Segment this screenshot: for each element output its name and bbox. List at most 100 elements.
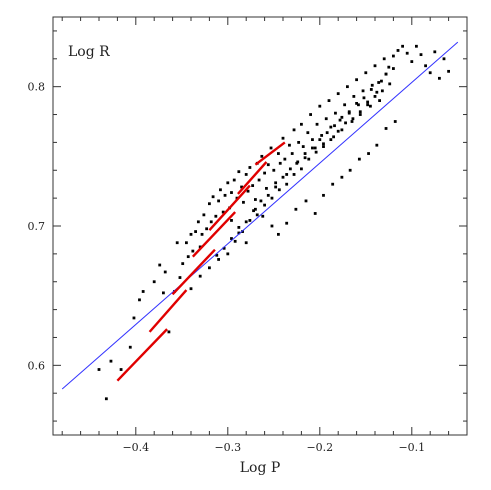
data-point [296, 160, 300, 164]
data-point [244, 220, 248, 224]
data-point [255, 213, 259, 217]
data-point [396, 49, 400, 52]
data-point [248, 166, 252, 169]
data-point [265, 186, 268, 190]
data-point [314, 150, 318, 154]
data-point [278, 161, 282, 165]
data-point [380, 79, 383, 83]
data-point [237, 225, 241, 229]
y-tick-label: 0.8 [28, 81, 46, 94]
data-point [237, 170, 241, 174]
data-point [327, 99, 331, 102]
data-point [428, 71, 432, 75]
data-point [346, 85, 349, 89]
data-point [242, 200, 245, 204]
data-point [340, 175, 344, 179]
data-point [252, 209, 255, 213]
data-point [419, 53, 423, 57]
data-point [232, 178, 236, 182]
data-point [351, 117, 355, 121]
data-point [281, 136, 285, 140]
data-point [285, 221, 289, 225]
data-point [138, 298, 141, 302]
data-point [270, 196, 274, 200]
data-point [384, 72, 388, 76]
data-point [263, 203, 266, 207]
data-point [384, 127, 388, 130]
data-point [352, 95, 356, 98]
data-point [288, 143, 291, 147]
data-point [178, 276, 182, 279]
data-point [189, 232, 193, 236]
data-point [294, 207, 298, 211]
data-point [241, 230, 244, 233]
data-point [266, 163, 270, 167]
data-point [320, 134, 324, 137]
data-point [217, 199, 220, 203]
data-point [322, 145, 325, 148]
data-point [128, 345, 132, 349]
data-point [221, 210, 225, 214]
data-point [109, 359, 113, 363]
data-point [217, 258, 220, 261]
data-point [162, 291, 165, 295]
data-point [382, 57, 386, 61]
data-point [175, 241, 179, 245]
data-point [367, 152, 370, 155]
data-point [290, 152, 294, 155]
data-point [364, 71, 368, 75]
data-point [214, 214, 218, 218]
data-point [300, 122, 303, 126]
data-point [343, 103, 347, 107]
data-point [248, 219, 252, 222]
data-point [307, 157, 311, 161]
data-point [152, 280, 156, 284]
data-point [208, 202, 211, 206]
data-point [388, 82, 392, 86]
data-point [226, 252, 230, 256]
data-point [257, 178, 261, 182]
data-point [401, 44, 404, 48]
data-point [198, 245, 202, 249]
x-tick-label: −0.3 [214, 441, 241, 454]
data-point [311, 138, 314, 142]
data-point [240, 185, 243, 189]
x-tick-label: −0.4 [122, 441, 149, 454]
data-point [230, 191, 233, 194]
data-point [277, 232, 280, 236]
data-point [303, 152, 307, 155]
data-point [277, 188, 281, 192]
data-point [355, 78, 358, 82]
data-point [358, 113, 362, 116]
data-point [208, 266, 211, 270]
data-point [186, 255, 190, 259]
data-point [332, 135, 335, 139]
plot-frame [52, 16, 468, 436]
data-point [261, 214, 265, 218]
data-point [270, 224, 274, 228]
data-point [370, 83, 374, 87]
data-point [181, 262, 185, 266]
data-point [198, 274, 202, 278]
data-point [303, 156, 307, 160]
data-point [410, 60, 414, 63]
data-point [244, 241, 248, 245]
data-point [322, 193, 325, 197]
data-point [393, 120, 397, 123]
data-point [442, 57, 446, 61]
red-segment [237, 161, 268, 195]
data-point [158, 263, 162, 267]
data-point [415, 44, 418, 48]
data-point [338, 118, 342, 122]
data-point [230, 219, 233, 222]
data-points [97, 44, 450, 401]
data-point [254, 207, 257, 211]
data-point [387, 65, 391, 69]
data-point [163, 270, 167, 274]
fit-line-group [61, 41, 459, 390]
data-point [194, 230, 197, 233]
data-point [350, 120, 354, 123]
data-point [340, 115, 344, 119]
y-axis-title: Log R [68, 44, 110, 60]
data-point [297, 141, 301, 144]
